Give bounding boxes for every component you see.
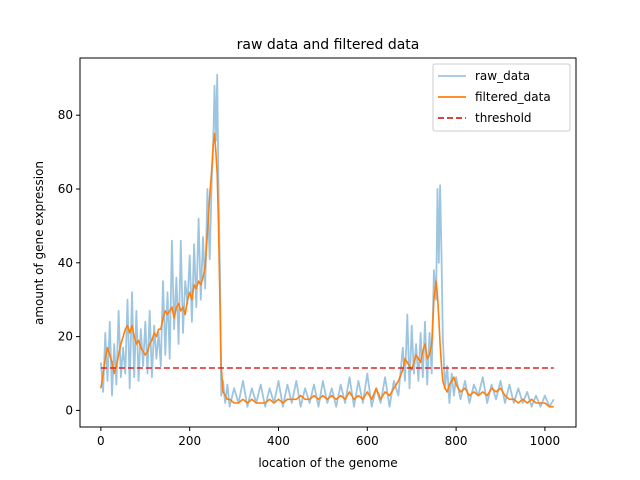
y-tick-label: 20	[58, 330, 73, 344]
legend-label-threshold: threshold	[475, 111, 532, 125]
axes-frame	[79, 57, 577, 428]
x-tick-label: 0	[97, 434, 105, 448]
series-line-filtered-data	[100, 132, 554, 408]
legend-box	[432, 63, 571, 132]
x-tick-label: 400	[267, 434, 290, 448]
series-line-raw-data	[100, 73, 555, 408]
legend-label-filtered-data: filtered_data	[475, 90, 551, 104]
x-axis-title: location of the genome	[258, 456, 397, 470]
y-axis-title: amount of gene expression	[32, 161, 46, 325]
y-tick-label: 40	[58, 256, 73, 270]
x-tick-label: 1000	[530, 434, 561, 448]
x-tick-label: 800	[445, 434, 468, 448]
y-tick-label: 80	[58, 108, 73, 122]
y-axis: 0 20 40 60 80	[58, 108, 80, 417]
legend: raw_data filtered_data threshold	[432, 63, 571, 132]
x-axis: 0 200 400 600 800 1000	[97, 427, 560, 448]
legend-label-raw-data: raw_data	[475, 69, 530, 83]
x-tick-label: 200	[178, 434, 201, 448]
plot-area	[100, 73, 555, 408]
chart-title: raw data and filtered data	[237, 37, 420, 53]
x-tick-label: 600	[356, 434, 379, 448]
y-tick-label: 60	[58, 182, 73, 196]
y-tick-label: 0	[65, 403, 73, 417]
